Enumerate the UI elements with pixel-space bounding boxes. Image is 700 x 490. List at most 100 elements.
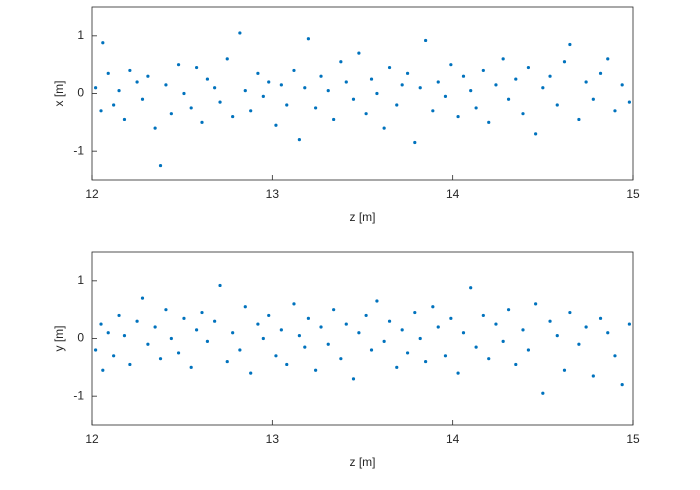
y-tick-label: -1 — [73, 388, 84, 402]
point — [351, 97, 356, 101]
point — [431, 109, 435, 113]
point — [606, 57, 610, 61]
point — [620, 383, 624, 387]
point — [413, 310, 417, 315]
point — [526, 348, 531, 352]
point — [169, 112, 173, 116]
point — [357, 51, 361, 55]
point — [387, 319, 392, 323]
y-tick-label: -1 — [73, 143, 84, 157]
point — [613, 109, 617, 113]
point — [387, 65, 392, 70]
point — [400, 328, 404, 332]
point — [469, 286, 473, 290]
point — [164, 83, 168, 87]
point — [135, 319, 139, 323]
point — [514, 362, 518, 367]
point — [514, 77, 518, 81]
point — [319, 74, 323, 78]
point — [213, 86, 217, 90]
point — [418, 336, 422, 341]
point — [344, 322, 348, 326]
point — [418, 86, 422, 90]
point — [344, 80, 348, 84]
y-tick-label: 0 — [77, 86, 84, 100]
point — [218, 283, 222, 288]
point — [146, 342, 150, 346]
point — [606, 331, 610, 335]
point — [303, 345, 307, 349]
point — [375, 91, 379, 96]
point — [620, 83, 624, 87]
point — [613, 354, 617, 358]
x-axis-label: z [m] — [350, 210, 376, 224]
point — [474, 106, 478, 110]
point — [200, 120, 204, 124]
point — [577, 117, 581, 122]
point — [153, 126, 157, 130]
point — [285, 362, 289, 367]
point — [169, 336, 173, 341]
point — [400, 83, 404, 87]
point — [182, 91, 186, 96]
point — [274, 123, 278, 127]
point — [481, 313, 485, 318]
point — [292, 68, 296, 73]
point — [562, 60, 567, 64]
point — [382, 126, 386, 130]
point — [568, 42, 572, 47]
point — [627, 322, 631, 326]
point — [598, 316, 603, 320]
point — [256, 322, 260, 326]
point — [106, 331, 110, 335]
subplot: 12 13 14 15 -1 0 1 z [m] y [m] — [52, 251, 640, 469]
point — [213, 319, 217, 323]
point — [261, 336, 265, 341]
y-axis-label: x [m] — [52, 81, 66, 107]
point — [319, 325, 323, 329]
point — [577, 342, 581, 346]
point — [456, 371, 460, 375]
point — [598, 71, 603, 75]
point — [99, 322, 103, 326]
point — [285, 103, 289, 107]
point — [314, 368, 318, 372]
point — [506, 97, 511, 101]
point — [351, 377, 356, 381]
point — [256, 71, 260, 75]
point — [101, 368, 105, 372]
point — [267, 313, 271, 318]
point — [568, 310, 572, 315]
point — [436, 80, 440, 84]
y-axis-label: y [m] — [52, 326, 66, 352]
point — [541, 391, 545, 395]
point — [501, 57, 505, 61]
point — [306, 37, 310, 41]
point — [494, 322, 498, 326]
point — [369, 77, 374, 81]
point — [424, 38, 428, 43]
point — [591, 97, 595, 101]
point — [449, 316, 453, 320]
point — [267, 80, 271, 84]
point — [449, 63, 453, 67]
point — [375, 299, 379, 303]
point — [461, 331, 466, 335]
point — [194, 328, 199, 332]
point — [117, 89, 121, 93]
point — [189, 106, 193, 110]
point — [555, 334, 559, 338]
point — [164, 308, 168, 312]
point — [364, 112, 368, 116]
point — [591, 374, 595, 378]
x-axis-label: z [m] — [350, 455, 376, 469]
point — [469, 89, 473, 93]
point — [627, 100, 631, 104]
x-tick-label: 12 — [85, 187, 99, 201]
point — [158, 163, 163, 168]
point — [122, 334, 127, 338]
axes-background — [92, 252, 633, 425]
point — [487, 120, 491, 124]
point — [405, 351, 410, 355]
